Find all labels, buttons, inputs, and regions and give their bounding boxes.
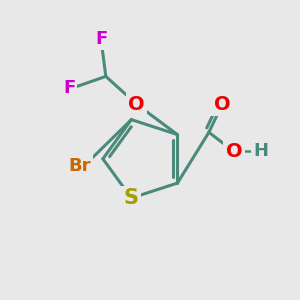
- Text: F: F: [63, 79, 75, 97]
- Text: O: O: [128, 95, 145, 114]
- Text: O: O: [226, 142, 242, 161]
- Text: O: O: [214, 95, 230, 114]
- Text: S: S: [124, 188, 139, 208]
- Text: H: H: [253, 142, 268, 160]
- Text: Br: Br: [68, 157, 91, 175]
- Text: F: F: [95, 30, 107, 48]
